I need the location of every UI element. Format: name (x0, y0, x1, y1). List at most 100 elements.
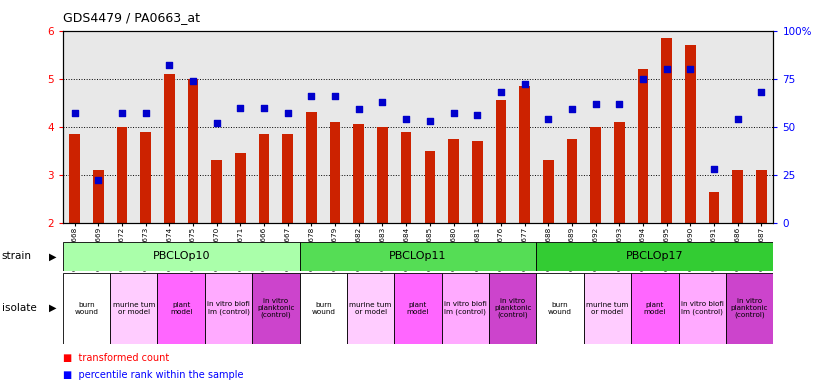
Point (707, 166, 721, 172)
Text: murine tum
or model: murine tum or model (586, 302, 629, 314)
Point (68, 110, 81, 116)
Text: burn
wound: burn wound (311, 302, 335, 314)
Text: murine tum
or model: murine tum or model (113, 302, 155, 314)
Text: strain: strain (2, 251, 32, 262)
Bar (116, 127, 127, 223)
Text: ■  percentile rank within the sample: ■ percentile rank within the sample (63, 370, 243, 380)
Bar (283, 134, 293, 223)
Point (731, 116, 744, 122)
Point (115, 110, 129, 116)
Point (517, 81, 531, 88)
Bar (347, 273, 395, 344)
Point (660, 66, 673, 72)
Point (352, 106, 365, 113)
Bar (537, 242, 773, 271)
Text: in vitro
planktonic
(control): in vitro planktonic (control) (257, 298, 294, 318)
Bar (235, 153, 246, 223)
Bar (489, 273, 537, 344)
Bar (584, 273, 631, 344)
Bar (205, 273, 252, 344)
Point (91, 177, 104, 184)
Bar (164, 74, 175, 223)
Text: in vitro biofi
lm (control): in vitro biofi lm (control) (681, 301, 724, 315)
Text: burn
wound: burn wound (548, 302, 572, 314)
Point (210, 120, 223, 126)
Bar (661, 38, 672, 223)
Bar (63, 273, 110, 344)
Text: burn
wound: burn wound (74, 302, 99, 314)
Bar (519, 86, 530, 223)
Text: PBCLOp17: PBCLOp17 (626, 251, 684, 262)
Bar (212, 161, 222, 223)
Point (304, 93, 318, 99)
Bar (425, 151, 436, 223)
Point (494, 89, 507, 95)
Bar (306, 113, 317, 223)
Text: in vitro
planktonic
(control): in vitro planktonic (control) (494, 298, 532, 318)
Bar (567, 139, 578, 223)
Bar (329, 122, 340, 223)
Bar (590, 127, 601, 223)
Text: isolate: isolate (2, 303, 37, 313)
Bar (299, 242, 537, 271)
Bar (709, 192, 720, 223)
Bar (732, 170, 743, 223)
Text: plant
model: plant model (644, 302, 666, 314)
Bar (395, 273, 441, 344)
Point (684, 66, 697, 72)
Bar (400, 131, 411, 223)
Bar (441, 273, 489, 344)
Bar (685, 45, 696, 223)
Text: plant
model: plant model (170, 302, 192, 314)
Bar (726, 273, 773, 344)
Text: plant
model: plant model (407, 302, 429, 314)
Bar (110, 273, 157, 344)
Bar (69, 134, 80, 223)
Bar (543, 161, 553, 223)
Bar (614, 122, 624, 223)
Point (400, 116, 413, 122)
Point (613, 101, 626, 107)
Bar (638, 69, 649, 223)
Point (589, 101, 602, 107)
Point (755, 89, 768, 95)
Point (542, 116, 555, 122)
Bar (258, 134, 269, 223)
Bar (354, 124, 364, 223)
Point (423, 118, 436, 124)
Text: GDS4479 / PA0663_at: GDS4479 / PA0663_at (63, 12, 200, 25)
Bar (679, 273, 726, 344)
Bar (140, 131, 151, 223)
Text: in vitro biofi
lm (control): in vitro biofi lm (control) (207, 301, 250, 315)
Bar (472, 141, 482, 223)
Bar (756, 170, 767, 223)
Point (186, 78, 200, 84)
Point (636, 76, 650, 82)
Point (281, 110, 294, 116)
Point (257, 104, 271, 111)
Point (471, 112, 484, 118)
Text: in vitro biofi
lm (control): in vitro biofi lm (control) (444, 301, 487, 315)
Point (446, 110, 460, 116)
Point (565, 106, 579, 113)
Text: ▶: ▶ (48, 251, 56, 262)
Bar (537, 273, 584, 344)
Bar (63, 242, 299, 271)
Point (162, 62, 176, 68)
Bar (252, 273, 299, 344)
Text: in vitro
planktonic
(control): in vitro planktonic (control) (731, 298, 768, 318)
Bar (631, 273, 679, 344)
Bar (299, 273, 347, 344)
Bar (377, 127, 388, 223)
Text: ■  transformed count: ■ transformed count (63, 353, 169, 363)
Bar (93, 170, 104, 223)
Text: ▶: ▶ (48, 303, 56, 313)
Bar (157, 273, 205, 344)
Point (329, 93, 342, 99)
Bar (448, 139, 459, 223)
Point (139, 110, 152, 116)
Point (375, 99, 389, 105)
Text: PBCLOp10: PBCLOp10 (152, 251, 210, 262)
Point (233, 104, 247, 111)
Text: PBCLOp11: PBCLOp11 (390, 251, 446, 262)
